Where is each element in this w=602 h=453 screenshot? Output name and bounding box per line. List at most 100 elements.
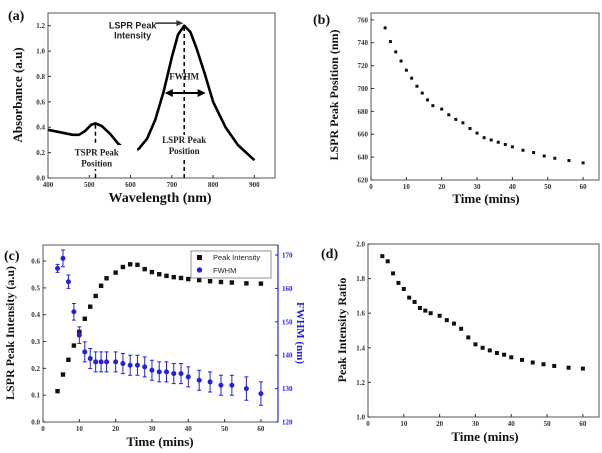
- data-point: [401, 286, 406, 291]
- intensity-point: [104, 276, 109, 281]
- y-tick-label: 720: [358, 62, 369, 70]
- y-tick-label: 1.0: [356, 414, 365, 422]
- data-point: [496, 140, 500, 144]
- data-point: [461, 121, 465, 125]
- intensity-point: [127, 262, 133, 267]
- y-tick-label: 0.4: [36, 124, 45, 132]
- panel-label: (b): [313, 13, 330, 28]
- data-point: [532, 151, 536, 155]
- y-axis-label: Peak Intensity Ratio: [335, 278, 349, 383]
- data-point: [489, 138, 493, 142]
- y-tick-label: 700: [358, 85, 369, 93]
- intensity-point: [218, 279, 224, 285]
- x-tick-label: 50: [544, 183, 552, 191]
- x-axis-label: Time (mins): [451, 429, 518, 444]
- intensity-point: [82, 316, 87, 321]
- fwhm-point: [82, 349, 88, 355]
- y-right-tick-label: 170: [282, 252, 293, 260]
- intensity-point: [142, 266, 147, 272]
- intensity-point: [178, 275, 184, 281]
- intensity-point: [60, 372, 66, 377]
- data-point: [482, 136, 486, 140]
- x-tick-label: 20: [436, 420, 444, 428]
- x-tick-label: 700: [167, 181, 178, 189]
- y-tick-label: 0.4: [31, 311, 40, 319]
- panel-label: (c): [4, 249, 20, 264]
- data-point: [509, 355, 514, 360]
- lspr-position-label: LSPR Peak: [162, 135, 206, 145]
- data-point: [480, 345, 485, 350]
- fwhm-point: [163, 369, 169, 375]
- y-right-tick-label: 150: [282, 318, 293, 326]
- fwhm-point: [120, 361, 126, 367]
- x-tick-label: 900: [249, 181, 260, 189]
- intensity-point: [55, 388, 60, 394]
- intensity-point: [171, 274, 176, 280]
- data-point: [567, 159, 571, 163]
- y-right-tick-label: 140: [282, 352, 293, 360]
- data-point: [510, 145, 514, 149]
- intensity-point: [66, 357, 71, 362]
- plot-frame: [47, 12, 276, 179]
- data-point: [388, 40, 392, 44]
- tspr-label: TSPR Peak: [75, 148, 119, 158]
- data-point: [399, 59, 403, 63]
- fwhm-point: [207, 379, 213, 385]
- y-tick-label: 660: [358, 131, 369, 139]
- label-bg: [85, 145, 138, 169]
- x-axis-label: Time (mins): [126, 434, 193, 449]
- data-point: [566, 365, 571, 370]
- y-tick-label: 760: [358, 16, 369, 24]
- y-tick-label: 1.0: [36, 48, 45, 56]
- x-tick-label: 10: [403, 183, 411, 191]
- y-tick-label: 0.5: [31, 284, 40, 292]
- x-tick-label: 10: [400, 420, 408, 428]
- data-point: [391, 271, 396, 276]
- y-tick-label: 1.2: [36, 22, 45, 30]
- x-tick-label: 30: [472, 420, 480, 428]
- fwhm-point: [65, 279, 71, 285]
- lspr-position-label: Position: [169, 146, 200, 156]
- fwhm-point: [171, 371, 177, 377]
- data-point: [394, 50, 398, 54]
- spectrum-line: [47, 24, 256, 162]
- x-axis-label: Time (mins): [452, 191, 519, 206]
- intensity-point: [244, 281, 249, 286]
- fwhm-point: [196, 377, 202, 383]
- fwhm-label: FWHM: [169, 71, 199, 81]
- x-axis-label: Wavelength (nm): [108, 191, 211, 206]
- arrow-head-icon: [176, 20, 184, 27]
- fwhm-point: [93, 359, 99, 365]
- y-tick-label: 1.4: [356, 344, 365, 352]
- x-tick-label: 400: [43, 181, 54, 189]
- intensity-point: [149, 269, 155, 275]
- legend-fwhm-marker: [196, 267, 203, 273]
- x-tick-label: 60: [579, 420, 587, 428]
- fwhm-point: [258, 391, 264, 397]
- data-point: [466, 335, 471, 340]
- data-point: [410, 76, 414, 80]
- peak-intensity-label: Intensity: [114, 31, 151, 41]
- intensity-point: [258, 281, 264, 286]
- data-point: [383, 26, 387, 30]
- data-point: [412, 299, 417, 304]
- intensity-point: [93, 293, 98, 299]
- intensity-point: [71, 343, 77, 348]
- panel-label: (d): [321, 247, 338, 262]
- data-point: [404, 68, 408, 72]
- peak-intensity-label: LSPR Peak: [109, 21, 158, 31]
- y-right-axis-label: FWHM (nm): [294, 302, 306, 364]
- plot-frame: [370, 12, 600, 181]
- y-tick-label: 0.0: [36, 175, 45, 183]
- fwhm-point: [60, 255, 66, 261]
- data-point: [581, 161, 585, 165]
- panel-label: (a): [8, 9, 25, 24]
- x-tick-label: 0: [41, 425, 45, 433]
- fwhm-point: [98, 359, 104, 365]
- x-tick-label: 20: [112, 425, 120, 433]
- x-tick-label: 20: [438, 183, 446, 191]
- panel-a: (a) 400 500 600 700 800 900 0.0 0.2 0.4 0.6 0.8 1.0 1…: [8, 9, 276, 206]
- plot-frame: [367, 243, 600, 418]
- tspr-label: Position: [81, 159, 112, 169]
- data-point: [494, 350, 499, 355]
